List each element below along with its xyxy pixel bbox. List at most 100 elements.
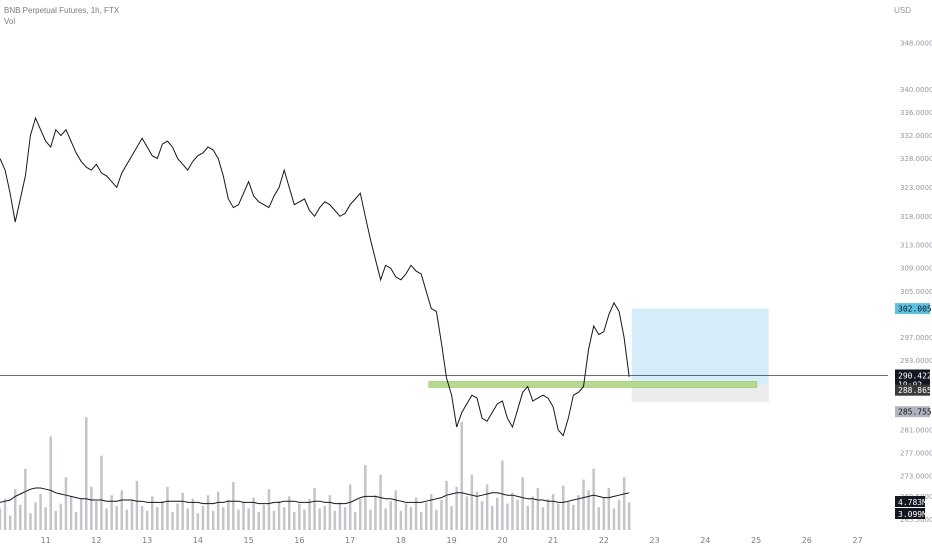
price-axis-tick-label: 305.0000 — [900, 288, 932, 296]
time-axis-tick-label: 27 — [853, 536, 863, 545]
volume-bar — [8, 515, 12, 530]
volume-bar — [227, 500, 230, 530]
volume-bar — [506, 503, 509, 530]
volume-bar — [602, 497, 606, 530]
volume-bar — [64, 477, 68, 530]
volume-bar — [475, 491, 479, 530]
volume-bar — [44, 507, 47, 530]
volume-bar — [531, 496, 534, 530]
volume-bar — [359, 498, 362, 530]
volume-bar — [450, 506, 453, 530]
volume-bar — [54, 510, 57, 530]
volume-tag-1-bg — [895, 496, 925, 507]
volume-bar — [262, 504, 266, 530]
volume-bar — [216, 491, 220, 530]
volume-bar — [186, 508, 189, 530]
volume-bar — [19, 504, 22, 530]
volume-tag-2: 3.099M — [898, 510, 927, 519]
volume-bar — [440, 500, 443, 530]
volume-bar — [318, 508, 321, 530]
stop-price-tag: 285.7550 — [898, 408, 932, 417]
time-axis-tick-label: 17 — [345, 536, 355, 545]
time-axis-tick-label: 25 — [751, 536, 761, 545]
volume-bar — [181, 492, 184, 530]
volume-tag-1: 4.783M — [898, 498, 927, 507]
axis-currency-label[interactable]: USD — [894, 6, 911, 15]
volume-bar — [24, 468, 27, 530]
price-axis-tick-label: 297.0000 — [900, 334, 932, 342]
volume-bar — [526, 506, 529, 530]
volume-pane — [0, 417, 631, 530]
time-axis-tick-label: 16 — [294, 536, 304, 545]
volume-bar — [425, 502, 428, 530]
volume-bar — [105, 508, 108, 530]
price-axis-tick-label: 336.0000 — [900, 109, 932, 117]
volume-bar — [501, 460, 504, 530]
volume-bar — [572, 504, 575, 530]
volume-bar — [74, 512, 78, 530]
volume-bar — [562, 485, 565, 530]
volume-bar — [257, 512, 260, 530]
volume-bar — [445, 480, 448, 530]
volume-bar — [617, 500, 621, 530]
volume-bar — [577, 495, 580, 530]
volume-bar — [293, 512, 296, 530]
volume-bar — [323, 506, 326, 530]
volume-bar — [100, 455, 103, 530]
volume-bar — [582, 479, 585, 530]
time-axis-tick-label: 18 — [396, 536, 406, 545]
volume-bar — [29, 513, 32, 530]
entry-price-tag: 288.8650 — [898, 386, 932, 395]
volume-bar — [303, 509, 306, 530]
volume-bar — [277, 501, 281, 530]
volume-bar — [267, 489, 271, 530]
volume-bar — [120, 490, 123, 530]
volume-bar — [242, 502, 245, 530]
price-axis-tick-label: 318.0000 — [900, 213, 932, 221]
volume-bar — [298, 503, 301, 530]
volume-bar — [404, 503, 408, 530]
volume-bar — [151, 496, 154, 530]
volume-bar — [328, 495, 332, 530]
volume-bar — [364, 465, 367, 530]
current-price-tag-bg — [895, 369, 930, 390]
stop-price-tag-bg — [895, 406, 930, 418]
price-axis[interactable]: 348.0000 340.0000 336.0000 332.0000 328.0000… — [900, 40, 932, 524]
volume-legend-label[interactable]: Vol — [4, 17, 16, 26]
volume-bar — [612, 508, 616, 530]
volume-bar — [171, 512, 174, 530]
volume-bar — [90, 486, 93, 530]
price-axis-tick-label: 348.0000 — [900, 40, 932, 48]
volume-bar — [166, 486, 169, 530]
volume-bar — [587, 490, 590, 530]
volume-bar — [567, 501, 570, 530]
volume-bar — [622, 477, 626, 530]
volume-tag-2-bg — [895, 508, 925, 519]
target-price-tag-bg — [895, 303, 930, 315]
volume-bar — [460, 422, 463, 530]
symbol-title[interactable]: BNB Perpetual Futures, 1h, FTX — [4, 6, 120, 15]
volume-bar — [435, 509, 438, 530]
volume-bar — [516, 500, 519, 530]
volume-bar — [110, 495, 113, 530]
time-axis-tick-label: 14 — [193, 536, 203, 545]
volume-bar — [191, 498, 195, 530]
position-tool[interactable] — [428, 308, 769, 403]
time-axis-tick-label: 21 — [548, 536, 558, 545]
volume-bar — [130, 500, 134, 530]
time-axis-tick-label: 20 — [497, 536, 507, 545]
price-axis-tick-label: 277.0000 — [900, 450, 932, 458]
volume-bar — [430, 494, 433, 530]
volume-bar — [95, 501, 98, 530]
price-axis-tick-label: 313.0000 — [900, 242, 932, 250]
volume-bar — [379, 474, 382, 530]
volume-bar — [232, 482, 235, 530]
volume-bar — [237, 509, 240, 530]
chart-legend: BNB Perpetual Futures, 1h, FTX Vol — [4, 5, 119, 27]
volume-bar — [409, 507, 413, 530]
target-zone — [631, 308, 769, 385]
volume-bar — [455, 486, 458, 530]
time-axis-tick-label: 12 — [91, 536, 101, 545]
time-axis[interactable]: 11 12 13 14 15 16 17 18 19 20 21 22 23 24 25 26 27 — [41, 536, 863, 545]
